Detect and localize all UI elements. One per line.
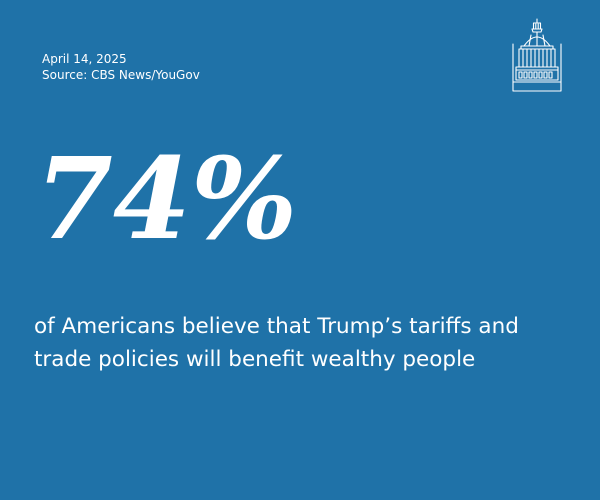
statement-text: of Americans believe that Trump’s tariff… <box>34 310 574 376</box>
headline-percentage: 74% <box>35 134 298 265</box>
source-label: Source: CBS News/YouGov <box>42 68 200 82</box>
capitol-dome-icon <box>512 18 562 92</box>
statement-line-2: trade policies will benefit wealthy peop… <box>34 347 476 372</box>
source-info: April 14, 2025 Source: CBS News/YouGov <box>42 51 200 83</box>
statement-line-1: of Americans believe that Trump’s tariff… <box>34 314 519 339</box>
date-label: April 14, 2025 <box>42 52 127 66</box>
